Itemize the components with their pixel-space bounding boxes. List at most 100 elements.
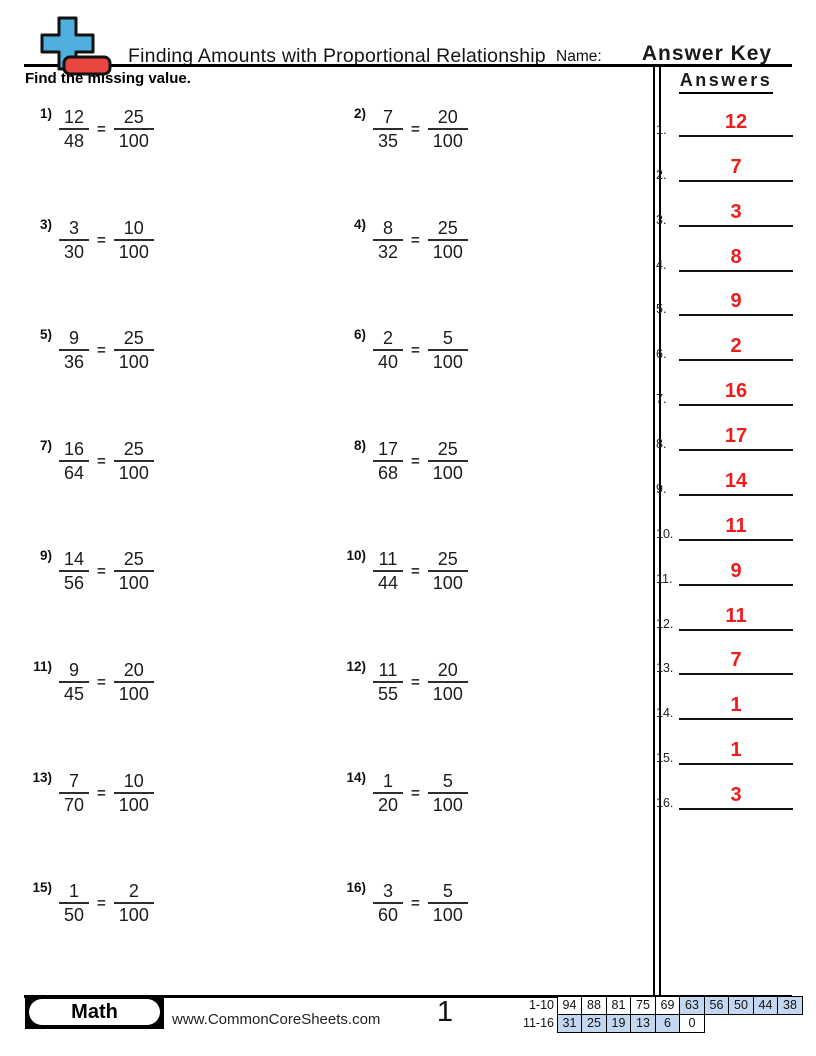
answer-value: 7	[730, 156, 742, 178]
equals-sign: =	[411, 562, 420, 580]
score-cell: 50	[728, 996, 754, 1015]
fraction-right: 5 100	[427, 328, 468, 372]
score-cell: 38	[777, 996, 803, 1015]
equals-sign: =	[97, 673, 106, 691]
fraction-numerator: 10	[123, 771, 144, 791]
fraction-left: 8 32	[373, 218, 404, 262]
fraction-right: 20 100	[427, 107, 468, 151]
fraction-left: 16 64	[59, 439, 90, 483]
fraction-numerator: 14	[64, 549, 85, 569]
score-cell: 0	[679, 1013, 705, 1033]
fraction-numerator: 20	[437, 660, 458, 680]
fraction-denominator: 100	[113, 792, 154, 815]
answer-value: 1	[730, 739, 742, 761]
answer-line: 11	[679, 599, 793, 631]
answer-number: 7.	[656, 392, 667, 406]
fraction-denominator: 100	[427, 681, 468, 704]
equals-sign: =	[411, 784, 420, 802]
fraction-denominator: 32	[373, 239, 404, 262]
answers-heading: Answers	[660, 70, 792, 94]
answer-line: 9	[679, 554, 793, 586]
fraction-denominator: 35	[373, 128, 404, 151]
fraction-denominator: 36	[59, 349, 90, 372]
fraction-denominator: 55	[373, 681, 404, 704]
problem-number: 16)	[346, 880, 366, 895]
subject-label: Math	[71, 1000, 118, 1023]
answer-number: 14.	[656, 706, 674, 720]
answer-value: 12	[724, 111, 748, 133]
answer-number: 3.	[656, 213, 667, 227]
score-cell: 56	[703, 996, 730, 1015]
answer-item: 8. 17	[654, 419, 796, 451]
problem-number: 11)	[33, 659, 52, 674]
problem-number: 7)	[39, 438, 52, 453]
fraction-numerator: 10	[123, 218, 144, 238]
fraction-left: 3 30	[59, 218, 90, 262]
fraction-left: 14 56	[59, 549, 90, 593]
logo-minus-shape	[62, 55, 112, 76]
problem: 15) 1 50 = 2 100	[26, 880, 154, 925]
answer-number: 6.	[656, 347, 667, 361]
problem: 14) 1 20 = 5 100	[334, 770, 468, 815]
answer-value: 11	[725, 515, 747, 537]
answer-line: 3	[679, 778, 793, 810]
fraction-right: 25 100	[427, 439, 468, 483]
score-cell: 25	[581, 1013, 607, 1033]
score-cell: 88	[581, 996, 607, 1015]
answer-line: 7	[679, 150, 793, 182]
answer-number: 10.	[656, 527, 674, 541]
equals-sign: =	[411, 231, 420, 249]
problem: 3) 3 30 = 10 100	[26, 217, 154, 262]
fraction-left: 9 45	[59, 660, 90, 704]
fraction-numerator: 17	[378, 439, 399, 459]
worksheet-title: Finding Amounts with Proportional Relati…	[128, 45, 546, 67]
problem: 12) 11 55 = 20 100	[334, 659, 468, 704]
equals-sign: =	[411, 452, 420, 470]
fraction-left: 11 44	[373, 549, 404, 593]
problem: 1) 12 48 = 25 100	[26, 106, 154, 151]
fraction-numerator: 2	[128, 881, 139, 901]
fraction-denominator: 64	[59, 460, 90, 483]
fraction-denominator: 100	[113, 349, 154, 372]
problem: 6) 2 40 = 5 100	[334, 327, 468, 372]
equals-sign: =	[411, 341, 420, 359]
equals-sign: =	[97, 784, 106, 802]
fraction-denominator: 48	[59, 128, 90, 151]
fraction-numerator: 25	[437, 439, 458, 459]
fraction-numerator: 8	[383, 218, 394, 238]
answer-value: 1	[730, 694, 742, 716]
answer-number: 15.	[656, 751, 674, 765]
fraction-left: 11 55	[373, 660, 404, 704]
answers-heading-label: Answers	[678, 70, 774, 94]
answer-item: 7. 16	[654, 374, 796, 406]
fraction-numerator: 5	[442, 328, 453, 348]
score-cell: 81	[605, 996, 632, 1015]
answer-value: 3	[730, 201, 742, 223]
score-cell: 75	[630, 996, 656, 1015]
problem-number: 6)	[353, 327, 366, 342]
footer-rule	[24, 995, 792, 998]
fraction-denominator: 50	[59, 902, 90, 925]
fraction-left: 17 68	[373, 439, 404, 483]
answer-number: 16.	[656, 796, 674, 810]
score-row-label: 1-10	[528, 998, 554, 1012]
fraction-left: 7 35	[373, 107, 404, 151]
answer-item: 12. 11	[654, 599, 796, 631]
equals-sign: =	[97, 231, 106, 249]
fraction-numerator: 2	[383, 328, 394, 348]
answer-line: 9	[679, 284, 793, 316]
fraction-denominator: 100	[113, 460, 154, 483]
equals-sign: =	[411, 673, 420, 691]
fraction-numerator: 25	[437, 218, 458, 238]
fraction-denominator: 100	[113, 128, 154, 151]
score-row: 11-16 31 25 19 13 6 0	[514, 1013, 803, 1033]
fraction-right: 5 100	[427, 881, 468, 925]
fraction-denominator: 100	[113, 681, 154, 704]
fraction-numerator: 5	[442, 881, 453, 901]
fraction-left: 9 36	[59, 328, 90, 372]
score-cell: 31	[556, 1013, 583, 1033]
answer-item: 4. 8	[654, 240, 796, 272]
problem-number: 15)	[32, 880, 52, 895]
header-rule	[24, 64, 792, 67]
fraction-numerator: 7	[383, 107, 394, 127]
